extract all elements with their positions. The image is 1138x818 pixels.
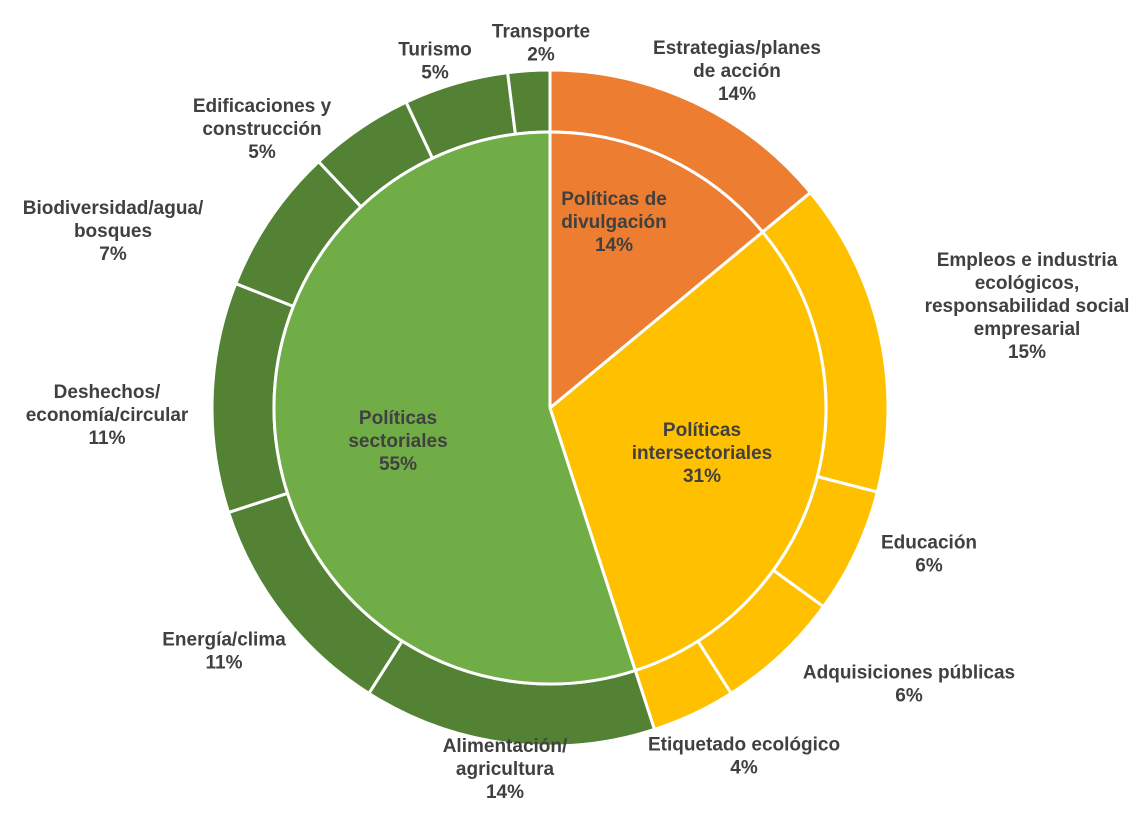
inner-label-politicas-de-divulgacion: Políticas de divulgación 14% xyxy=(561,189,667,256)
outer-label-biodiversidad-agua-bosques: Biodiversidad/agua/bosques 7% xyxy=(23,198,204,265)
inner-label-politicas-sectoriales: Políticas sectoriales 55% xyxy=(348,408,447,475)
outer-label-edificaciones-y-construccion: Edificaciones y construcción 5% xyxy=(193,96,332,163)
chart-labels: Políticas de divulgación 14% Políticas inter… xyxy=(23,22,1130,804)
outer-label-deshechos-economia-circular: Deshechos/economía/circular 11% xyxy=(26,382,189,449)
inner-label-politicas-intersectoriales: Políticas intersectoriales 31% xyxy=(632,420,772,487)
outer-label-empleos-e-industria-ecologicos-responsabilidad-social-empresarial: Empleos e industria ecológicos, responsabi… xyxy=(925,250,1130,363)
outer-label-etiquetado-ecologico: Etiquetado ecológico 4% xyxy=(648,735,840,779)
outer-label-transporte: Transporte 2% xyxy=(492,22,590,66)
outer-label-energia-clima: Energía/clima 11% xyxy=(162,630,286,674)
inner-slice-politicas-intersectoriales xyxy=(548,230,828,672)
outer-label-estrategias-planes-de-accion: Estrategias/planes de acción 14% xyxy=(653,38,821,105)
inner-slice-politicas-sectoriales xyxy=(272,130,637,686)
inner-slice-politicas-de-divulgacion xyxy=(548,130,765,410)
chart-slices xyxy=(210,68,890,748)
outer-slice-transporte xyxy=(506,68,552,136)
outer-label-adquisiciones-publicas: Adquisiciones públicas 6% xyxy=(803,663,1015,707)
outer-label-turismo: Turismo 5% xyxy=(398,40,472,84)
outer-label-educacion: Educación 6% xyxy=(881,533,977,577)
outer-label-alimentacion-agricultura: Alimentación/agricultura 14% xyxy=(443,736,568,803)
